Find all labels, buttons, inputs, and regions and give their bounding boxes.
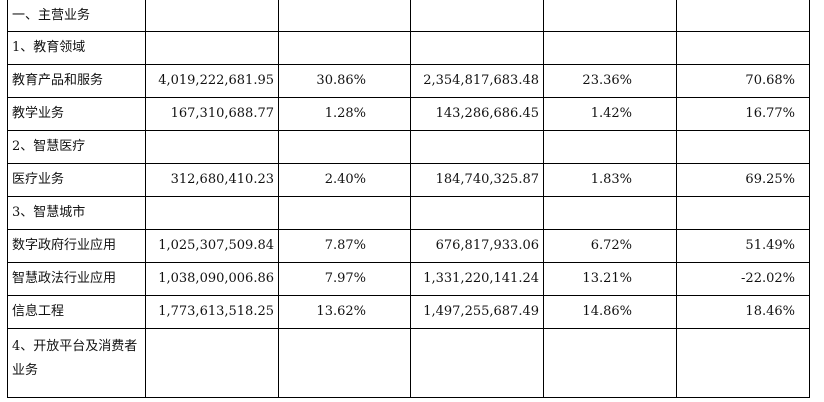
empty-cell (145, 328, 279, 398)
empty-cell (278, 31, 411, 65)
empty-cell (145, 0, 279, 32)
table-row: 1、教育领域 (7, 31, 810, 65)
revenue-share-cell: 2.40% (278, 163, 411, 197)
revenue-share-cell: 13.62% (278, 295, 411, 329)
revenue-cell: 167,310,688.77 (145, 97, 279, 131)
table-row: 医疗业务 312,680,410.23 2.40% 184,740,325.87… (7, 163, 810, 197)
empty-cell (145, 196, 279, 230)
cost-share-cell: 14.86% (543, 295, 677, 329)
table-row: 教学业务 167,310,688.77 1.28% 143,286,686.45… (7, 97, 810, 131)
row-label: 数字政府行业应用 (7, 229, 146, 263)
empty-cell (543, 130, 677, 164)
empty-cell (410, 328, 544, 398)
cost-cell: 2,354,817,683.48 (410, 64, 544, 98)
empty-cell (676, 196, 810, 230)
revenue-cell: 1,038,090,006.86 (145, 262, 279, 296)
empty-cell (543, 31, 677, 65)
revenue-cell: 1,025,307,509.84 (145, 229, 279, 263)
table-row: 教育产品和服务 4,019,222,681.95 30.86% 2,354,81… (7, 64, 810, 98)
cost-cell: 143,286,686.45 (410, 97, 544, 131)
empty-cell (410, 0, 544, 32)
cost-cell: 676,817,933.06 (410, 229, 544, 263)
empty-cell (676, 31, 810, 65)
empty-cell (145, 31, 279, 65)
cost-share-cell: 23.36% (543, 64, 677, 98)
empty-cell (676, 130, 810, 164)
table-row: 3、智慧城市 (7, 196, 810, 230)
section-label: 1、教育领域 (7, 31, 146, 65)
empty-cell (410, 196, 544, 230)
margin-cell: 51.49% (676, 229, 810, 263)
margin-cell: 70.68% (676, 64, 810, 98)
cost-share-cell: 1.42% (543, 97, 677, 131)
empty-cell (543, 0, 677, 32)
empty-cell (278, 328, 411, 398)
revenue-cell: 1,773,613,518.25 (145, 295, 279, 329)
row-label: 教育产品和服务 (7, 64, 146, 98)
empty-cell (543, 328, 677, 398)
revenue-share-cell: 7.87% (278, 229, 411, 263)
empty-cell (278, 0, 411, 32)
table-row: 2、智慧医疗 (7, 130, 810, 164)
row-label: 信息工程 (7, 295, 146, 329)
table-row: 数字政府行业应用 1,025,307,509.84 7.87% 676,817,… (7, 229, 810, 263)
cost-share-cell: 6.72% (543, 229, 677, 263)
table-row: 信息工程 1,773,613,518.25 13.62% 1,497,255,6… (7, 295, 810, 329)
margin-cell: 18.46% (676, 295, 810, 329)
row-label: 教学业务 (7, 97, 146, 131)
section-label: 一、主营业务 (7, 0, 146, 32)
financial-table: 一、主营业务 1、教育领域 教育产品和服务 4,019,222,681.95 3… (7, 0, 810, 398)
empty-cell (543, 196, 677, 230)
cost-cell: 1,331,220,141.24 (410, 262, 544, 296)
section-label: 3、智慧城市 (7, 196, 146, 230)
empty-cell (278, 130, 411, 164)
revenue-cell: 312,680,410.23 (145, 163, 279, 197)
revenue-cell: 4,019,222,681.95 (145, 64, 279, 98)
margin-cell: -22.02% (676, 262, 810, 296)
cost-cell: 184,740,325.87 (410, 163, 544, 197)
empty-cell (410, 31, 544, 65)
empty-cell (410, 130, 544, 164)
empty-cell (145, 130, 279, 164)
margin-cell: 16.77% (676, 97, 810, 131)
cost-share-cell: 1.83% (543, 163, 677, 197)
table-row: 一、主营业务 (7, 0, 810, 32)
revenue-share-cell: 7.97% (278, 262, 411, 296)
row-label: 智慧政法行业应用 (7, 262, 146, 296)
revenue-share-cell: 30.86% (278, 64, 411, 98)
empty-cell (676, 0, 810, 32)
table-row: 智慧政法行业应用 1,038,090,006.86 7.97% 1,331,22… (7, 262, 810, 296)
section-label: 2、智慧医疗 (7, 130, 146, 164)
empty-cell (278, 196, 411, 230)
margin-cell: 69.25% (676, 163, 810, 197)
cost-share-cell: 13.21% (543, 262, 677, 296)
empty-cell (676, 328, 810, 398)
table-row: 4、开放平台及消费者业务 (7, 328, 810, 398)
revenue-share-cell: 1.28% (278, 97, 411, 131)
cost-cell: 1,497,255,687.49 (410, 295, 544, 329)
section-label: 4、开放平台及消费者业务 (7, 328, 146, 398)
row-label: 医疗业务 (7, 163, 146, 197)
